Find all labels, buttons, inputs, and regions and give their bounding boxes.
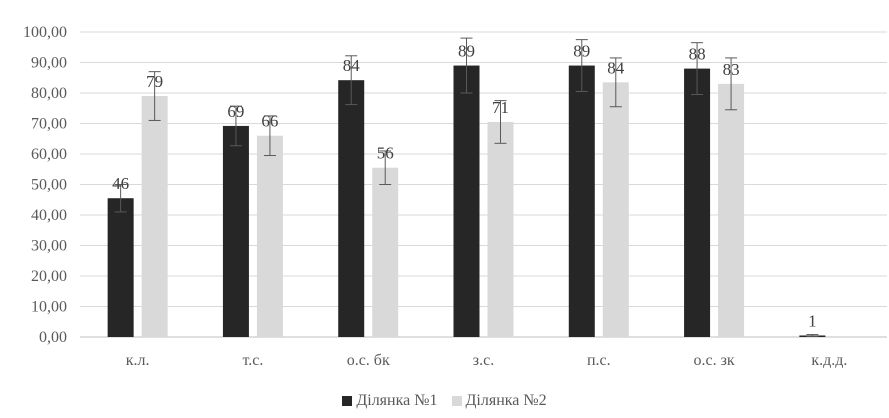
bar [453, 65, 480, 338]
bar [568, 65, 595, 338]
x-tick-label: к.д.д. [811, 352, 847, 369]
x-tick-label: к.л. [126, 352, 150, 369]
legend-item-series-2[interactable]: Ділянка №2 [451, 392, 547, 410]
data-label: 66 [261, 112, 278, 131]
bar [684, 68, 711, 337]
bar-chart: 0,00 10,00 20,00 30,00 40,00 50,00 60,00 70,00 8… [23, 24, 887, 369]
data-label: 79 [146, 72, 163, 91]
y-tick-label: 20,00 [31, 268, 67, 285]
legend-item-series-1[interactable]: Ділянка №1 [342, 392, 438, 410]
bar [602, 82, 629, 337]
error-bars [114, 37, 819, 337]
bar [256, 135, 283, 337]
data-label: 89 [458, 42, 475, 61]
data-label: 84 [343, 56, 361, 75]
data-label: 89 [573, 42, 590, 61]
data-label: 84 [607, 58, 625, 77]
x-tick-label: о.с. бк [347, 352, 390, 369]
data-label: 83 [723, 60, 740, 79]
data-label: 71 [492, 98, 509, 117]
bar [372, 167, 399, 337]
y-tick-label: 90,00 [31, 55, 67, 72]
data-label: 46 [112, 174, 129, 193]
y-tick-label: 30,00 [31, 238, 67, 255]
bar [487, 121, 514, 337]
x-axis-tick-labels: к.л. т.с. о.с. бк з.с. п.с. о.с. зк к.д.д. [126, 352, 848, 369]
x-tick-label: з.с. [473, 352, 494, 369]
y-tick-label: 10,00 [31, 299, 67, 316]
y-tick-label: 60,00 [31, 146, 67, 163]
gridlines [80, 31, 887, 338]
y-axis-tick-labels: 0,00 10,00 20,00 30,00 40,00 50,00 60,00 70,00 8… [23, 24, 67, 346]
bar [222, 125, 249, 337]
x-tick-label: о.с. зк [693, 352, 734, 369]
legend-swatch-series-2 [451, 396, 462, 406]
x-tick-label: п.с. [587, 352, 611, 369]
data-label: 56 [377, 144, 394, 163]
y-tick-label: 70,00 [31, 116, 67, 133]
bar [107, 198, 134, 337]
data-labels: 46 79 69 66 84 56 89 71 89 84 88 83 1 [112, 42, 816, 331]
bar [718, 83, 745, 337]
bar [338, 80, 365, 337]
legend-label-series-1: Ділянка №1 [356, 392, 438, 409]
y-tick-label: 50,00 [31, 177, 67, 194]
legend-label-series-2: Ділянка №2 [465, 392, 547, 409]
y-tick-label: 100,00 [23, 24, 67, 41]
bar [141, 96, 168, 337]
y-tick-label: 40,00 [31, 207, 67, 224]
data-label: 88 [689, 45, 706, 64]
data-label: 69 [227, 102, 244, 121]
y-tick-label: 80,00 [31, 85, 67, 102]
y-tick-label: 0,00 [39, 329, 67, 346]
bars [107, 65, 826, 338]
x-tick-label: т.с. [242, 352, 263, 369]
legend-swatch-series-1 [342, 396, 353, 406]
data-label: 1 [808, 311, 817, 330]
legend: Ділянка №1 Ділянка №2 [0, 392, 889, 411]
